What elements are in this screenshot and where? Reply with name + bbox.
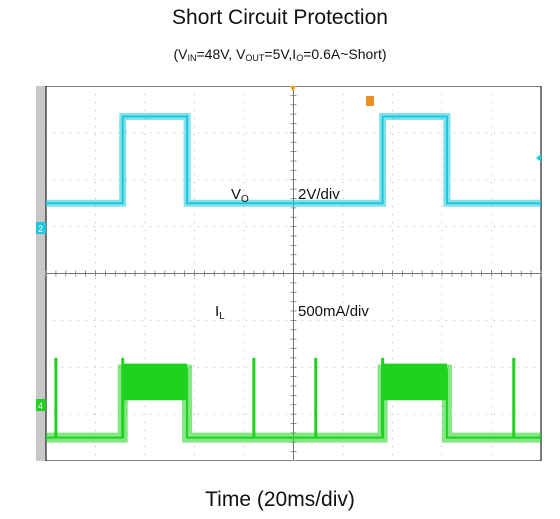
chart-title: Short Circuit Protection [172, 6, 388, 29]
chart-subtitle: (VIN=48V, VOUT=5V,IO=0.6A~Short) [173, 46, 387, 63]
trace-vo [46, 115, 541, 205]
x-axis-label: Time (20ms/div) [205, 488, 355, 511]
il-scale-label: 500mA/div [298, 303, 369, 320]
il-label: IL [215, 303, 225, 322]
current-burst [122, 363, 188, 401]
trigger-level-marker [366, 96, 374, 106]
vo-label: VO [231, 186, 249, 205]
trigger-arrow-marker [536, 154, 541, 162]
channel-4-marker: 4 [36, 399, 46, 411]
trigger-position-marker [290, 86, 296, 92]
scope-left-strip [36, 86, 46, 461]
oscilloscope-plot: 2 4 VO 2V/div IL 500mA/div [36, 86, 542, 461]
channel-2-marker: 2 [36, 222, 46, 234]
current-burst [382, 363, 447, 401]
scope-traces [46, 112, 541, 443]
vo-scale-label: 2V/div [298, 186, 340, 203]
svg-text:2: 2 [38, 224, 43, 234]
svg-text:4: 4 [38, 401, 43, 411]
